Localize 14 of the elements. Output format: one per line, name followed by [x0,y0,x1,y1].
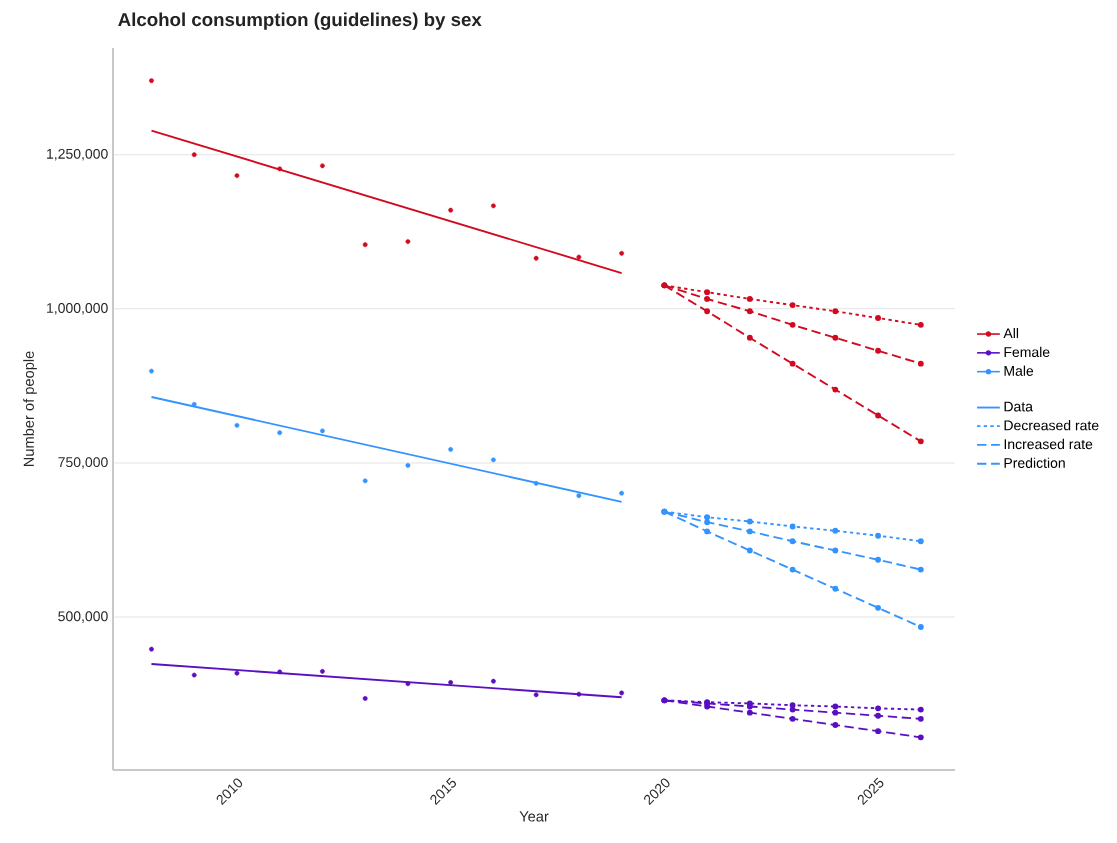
legend-label: Increased rate [1004,438,1093,450]
legend-label: All [1003,327,1019,339]
y-tick-label: 500,000 [58,611,108,623]
legend-label: Data [1004,401,1033,412]
legend-label: Female [1004,346,1050,358]
legend-label: Male [1004,365,1034,376]
y-tick-label: 750,000 [58,457,108,469]
x-axis-title: Year [519,811,549,822]
y-axis-title: Number of people [23,351,37,467]
y-tick-label: 1,250,000 [47,148,108,161]
legend-label: Decreased rate [1004,420,1099,431]
chart-title: Alcohol consumption (guidelines) by sex [118,12,482,30]
y-tick-label: 1,000,000 [47,303,108,315]
legend-label: Prediction [1004,457,1065,468]
